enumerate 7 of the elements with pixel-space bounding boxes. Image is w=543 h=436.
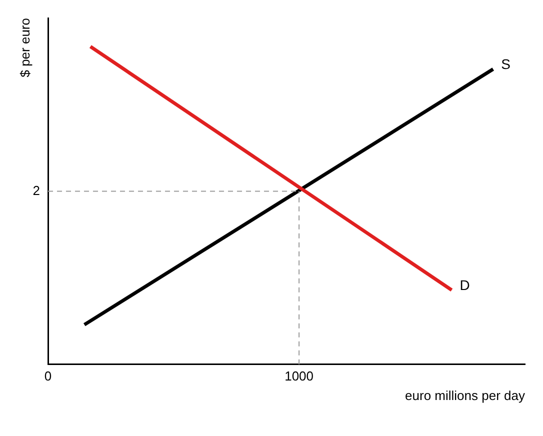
x-tick-label: 1000 — [284, 368, 314, 384]
x-tick-label: 0 — [44, 368, 52, 384]
x-axis-title: euro millions per day — [405, 388, 526, 403]
text: 2 — [32, 182, 40, 198]
series-label: D — [460, 276, 470, 293]
series-label: S — [501, 56, 510, 72]
y-axis-title: $ per euro — [17, 18, 32, 78]
